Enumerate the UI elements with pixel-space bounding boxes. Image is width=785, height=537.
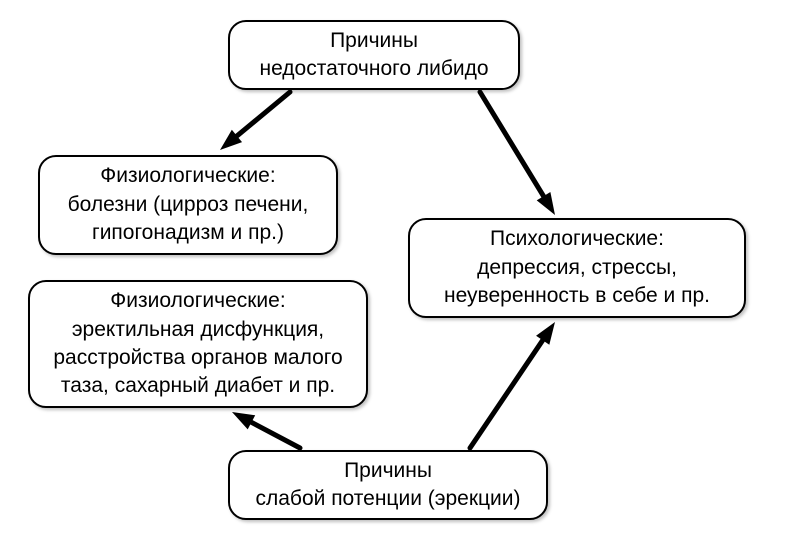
node-top: Причинынедостаточного либидо [228, 20, 520, 90]
node-top-line: недостаточного либидо [259, 55, 488, 83]
node-psych: Психологические:депрессия, стрессы,неуве… [408, 218, 746, 318]
node-psych-line: неуверенность в себе и пр. [444, 282, 710, 310]
edge-top-phys1 [230, 92, 290, 142]
arrowhead-bottom-psych [536, 322, 555, 345]
node-phys2-line: расстройства органов малого [53, 344, 342, 372]
node-phys2-line: таза, сахарный диабет и пр. [61, 372, 335, 400]
node-phys2-line: Физиологические: [110, 287, 285, 315]
edge-bottom-psych [470, 333, 548, 448]
arrowhead-bottom-phys2 [232, 412, 255, 429]
node-psych-line: депрессия, стрессы, [477, 254, 677, 282]
edge-bottom-phys2 [244, 418, 300, 448]
node-bottom: Причиныслабой потенции (эрекции) [228, 450, 548, 520]
node-phys1-line: болезни (цирроз печени, [68, 191, 309, 219]
node-phys1-line: Физиологические: [100, 162, 275, 190]
arrowhead-top-phys1 [220, 130, 242, 150]
node-bottom-line: Причины [344, 457, 432, 485]
node-phys2-line: эректильная дисфункция, [72, 316, 324, 344]
node-psych-line: Психологические: [490, 225, 664, 253]
node-phys2: Физиологические:эректильная дисфункция,р… [28, 280, 368, 408]
node-bottom-line: слабой потенции (эрекции) [255, 485, 520, 513]
arrowhead-top-psych [537, 192, 555, 215]
node-phys1: Физиологические:болезни (цирроз печени,г… [38, 155, 338, 255]
node-top-line: Причины [330, 27, 418, 55]
edge-top-psych [480, 92, 548, 204]
node-phys1-line: гипогонадизм и пр.) [92, 219, 284, 247]
